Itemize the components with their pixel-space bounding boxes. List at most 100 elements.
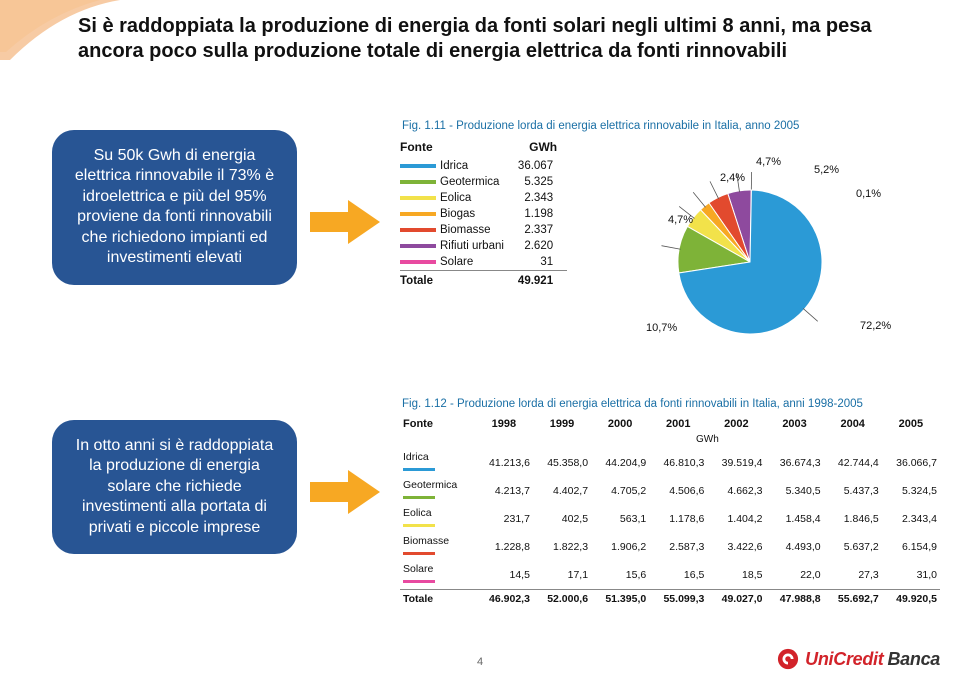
fig1-val: 1.198: [518, 206, 567, 222]
fig2-cell: 6.154,9: [882, 533, 940, 561]
fig2-header-year: 2000: [591, 416, 649, 434]
unicredit-logo-icon: [777, 648, 799, 670]
logo-text-uni: UniCredit: [805, 649, 883, 670]
table-row: Rifiuti urbani2.620: [400, 238, 567, 254]
unicredit-logo: UniCredit Banca: [777, 648, 940, 670]
fig2-header-year: 1998: [475, 416, 533, 434]
fig2-table: Fonte19981999200020012002200320042005 GW…: [400, 416, 940, 607]
fig2-cell: 36.066,7: [882, 449, 940, 477]
fig2-cell: 41.213,6: [475, 449, 533, 477]
table-row: Idrica36.067: [400, 158, 567, 174]
logo-text-banca: Banca: [887, 649, 940, 670]
fig2-cell: 4.402,7: [533, 477, 591, 505]
pie-pct-label: 0,1%: [856, 188, 881, 200]
figure-2: Fonte19981999200020012002200320042005 GW…: [400, 416, 940, 607]
table-row: Eolica2.343: [400, 190, 567, 206]
fig2-cell: 5.637,2: [824, 533, 882, 561]
pie-pct-label: 5,2%: [814, 164, 839, 176]
fig2-cell: 36.674,3: [765, 449, 823, 477]
fig2-header-year: 2005: [882, 416, 940, 434]
fig2-cell: 27,3: [824, 561, 882, 590]
fig2-header-year: 2002: [707, 416, 765, 434]
fig2-header-year: 2003: [765, 416, 823, 434]
fig2-cell: 1.906,2: [591, 533, 649, 561]
callout-bubble-2: In otto anni si è raddoppiata la produzi…: [52, 420, 297, 554]
fig2-cell: 2.343,4: [882, 505, 940, 533]
fig2-header-year: 2004: [824, 416, 882, 434]
fig2-cell: 42.744,4: [824, 449, 882, 477]
fig2-cell: 15,6: [591, 561, 649, 590]
fig1-src: Biomasse: [400, 222, 518, 238]
table-row: Idrica41.213,645.358,044.204,946.810,339…: [400, 449, 940, 477]
pie-pct-label: 4,7%: [668, 214, 693, 226]
fig1-table: Fonte GWh Idrica36.067Geotermica5.325Eol…: [400, 138, 567, 289]
fig2-cell: 44.204,9: [591, 449, 649, 477]
fig2-cell: 1.178,6: [649, 505, 707, 533]
fig1-header-gwh: GWh: [518, 138, 567, 158]
fig2-cell: 1.822,3: [533, 533, 591, 561]
fig2-header-year: 1999: [533, 416, 591, 434]
fig2-cell: 5.340,5: [765, 477, 823, 505]
fig2-cell: 17,1: [533, 561, 591, 590]
table-row: Solare14,517,115,616,518,522,027,331,0: [400, 561, 940, 590]
fig1-src: Idrica: [400, 158, 518, 174]
figure-caption-1: Fig. 1.11 - Produzione lorda di energia …: [402, 120, 799, 132]
fig2-cell: 1.228,8: [475, 533, 533, 561]
fig2-cell: 3.422,6: [707, 533, 765, 561]
fig1-header-fonte: Fonte: [400, 138, 518, 158]
fig2-cell: 402,5: [533, 505, 591, 533]
fig2-header-year: 2001: [649, 416, 707, 434]
fig2-subhead: GWh: [475, 434, 940, 449]
fig1-val: 31: [518, 254, 567, 271]
fig1-val: 2.343: [518, 190, 567, 206]
fig2-cell: 1.846,5: [824, 505, 882, 533]
fig2-cell: 4.493,0: [765, 533, 823, 561]
figure-caption-2: Fig. 1.12 - Produzione lorda di energia …: [402, 398, 922, 410]
fig2-cell: 31,0: [882, 561, 940, 590]
table-row: Geotermica5.325: [400, 174, 567, 190]
fig1-val: 2.337: [518, 222, 567, 238]
fig2-cell: 22,0: [765, 561, 823, 590]
table-row: Solare31: [400, 254, 567, 271]
fig2-cell: 563,1: [591, 505, 649, 533]
fig2-cell: 45.358,0: [533, 449, 591, 477]
figure-1: Fonte GWh Idrica36.067Geotermica5.325Eol…: [400, 138, 930, 378]
arrow-icon: [310, 470, 380, 514]
table-row: Biomasse2.337: [400, 222, 567, 238]
table-row: Geotermica4.213,74.402,74.705,24.506,64.…: [400, 477, 940, 505]
pie-pct-label: 4,7%: [756, 156, 781, 168]
fig1-src: Biogas: [400, 206, 518, 222]
pie-pct-label: 10,7%: [646, 322, 677, 334]
fig2-cell: 16,5: [649, 561, 707, 590]
fig2-cell: 39.519,4: [707, 449, 765, 477]
table-row-total: Totale46.902,352.000,651.395,055.099,349…: [400, 590, 940, 608]
fig2-cell: 4.213,7: [475, 477, 533, 505]
fig2-cell: 4.662,3: [707, 477, 765, 505]
fig1-val: 2.620: [518, 238, 567, 254]
fig2-cell: 2.587,3: [649, 533, 707, 561]
fig1-src: Rifiuti urbani: [400, 238, 518, 254]
table-row: Biogas1.198: [400, 206, 567, 222]
fig2-cell: 231,7: [475, 505, 533, 533]
page-number: 4: [477, 656, 483, 668]
table-row-total: Totale49.921: [400, 271, 567, 290]
fig2-cell: 5.437,3: [824, 477, 882, 505]
fig2-cell: 4.705,2: [591, 477, 649, 505]
fig2-cell: 18,5: [707, 561, 765, 590]
fig2-cell: 46.810,3: [649, 449, 707, 477]
fig2-cell: 1.404,2: [707, 505, 765, 533]
fig2-header-fonte: Fonte: [400, 416, 475, 434]
pie-pct-label: 2,4%: [720, 172, 745, 184]
fig2-cell: 14,5: [475, 561, 533, 590]
pie-pct-label: 72,2%: [860, 320, 891, 332]
fig2-cell: 1.458,4: [765, 505, 823, 533]
table-row: Biomasse1.228,81.822,31.906,22.587,33.42…: [400, 533, 940, 561]
table-row: Eolica231,7402,5563,11.178,61.404,21.458…: [400, 505, 940, 533]
arrow-icon: [310, 200, 380, 244]
fig1-pie: 72,2% 10,7% 4,7% 2,4% 4,7% 5,2% 0,1%: [640, 142, 910, 362]
callout-bubble-1: Su 50k Gwh di energia elettrica rinnovab…: [52, 130, 297, 285]
fig2-cell: 4.506,6: [649, 477, 707, 505]
fig1-val: 5.325: [518, 174, 567, 190]
fig1-src: Geotermica: [400, 174, 518, 190]
fig2-cell: 5.324,5: [882, 477, 940, 505]
